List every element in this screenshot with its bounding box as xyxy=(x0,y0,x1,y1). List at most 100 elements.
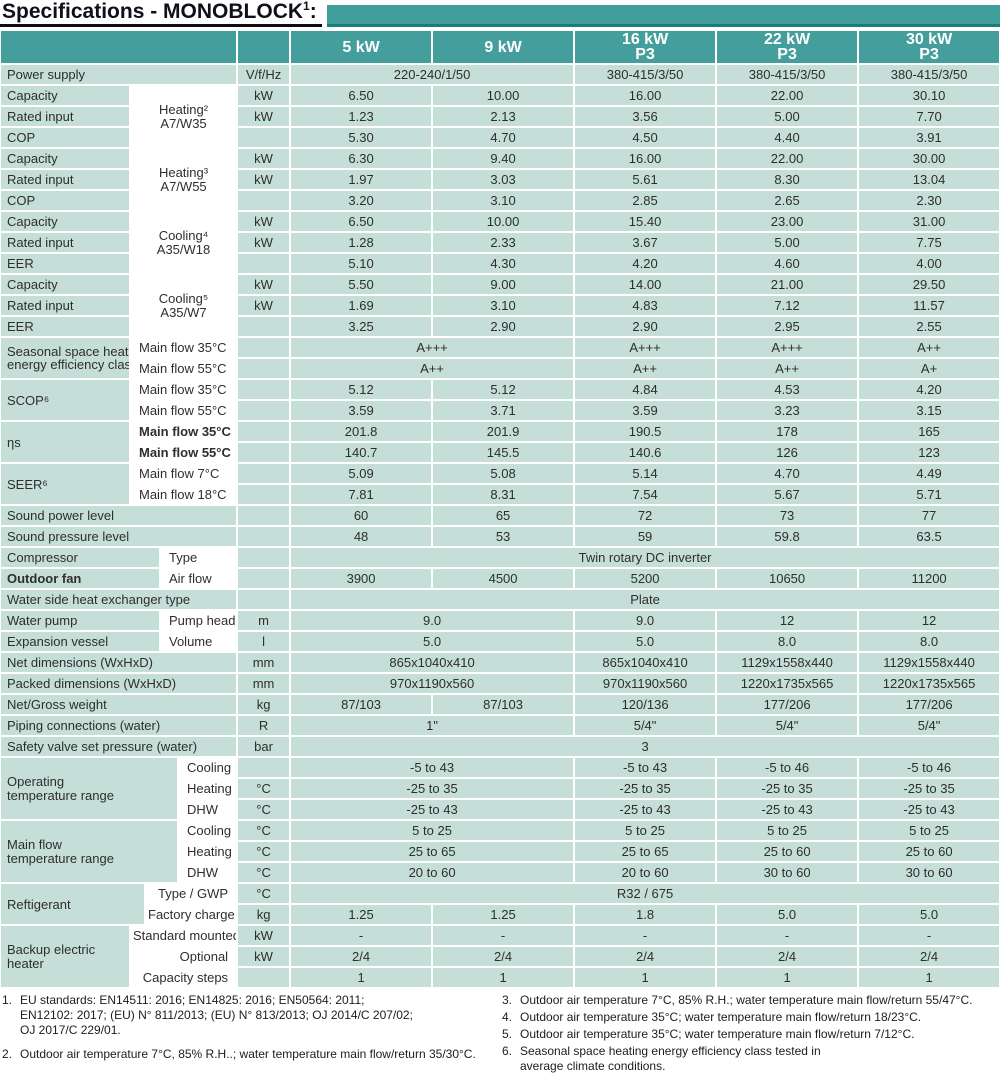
column-header: 5 kW xyxy=(290,30,433,64)
row-label: ηs xyxy=(0,421,130,463)
unit-cell xyxy=(237,442,291,463)
data-cell: 2/4 xyxy=(432,946,575,967)
table-row: Piping connections (water) R 1" 5/4" 5/4" 5/4… xyxy=(0,715,1000,736)
data-cell: 140.6 xyxy=(574,442,717,463)
data-cell: 5 to 25 xyxy=(716,820,859,841)
data-cell: 3.15 xyxy=(858,400,1000,421)
data-cell: 4.60 xyxy=(716,253,859,274)
data-cell: 2/4 xyxy=(574,946,717,967)
data-cell: 7.81 xyxy=(290,484,433,505)
data-cell: 10650 xyxy=(716,568,859,589)
data-cell: 220-240/1/50 xyxy=(290,64,575,85)
data-cell: 1" xyxy=(290,715,575,736)
data-cell: 16.00 xyxy=(574,148,717,169)
data-cell: - xyxy=(574,925,717,946)
data-cell: 5200 xyxy=(574,568,717,589)
data-cell: 177/206 xyxy=(858,694,1000,715)
data-cell: 65 xyxy=(432,505,575,526)
data-cell: 8.0 xyxy=(858,631,1000,652)
footnote-item: 1. EU standards: EN14511: 2016; EN14825: … xyxy=(2,993,498,1038)
data-cell: 1.25 xyxy=(432,904,575,925)
unit-cell: m xyxy=(237,610,291,631)
data-cell: 3.03 xyxy=(432,169,575,190)
data-cell: 9.0 xyxy=(574,610,717,631)
data-cell: 4.70 xyxy=(716,463,859,484)
unit-cell xyxy=(237,316,291,337)
data-cell: 1 xyxy=(716,967,859,988)
data-cell: 5.0 xyxy=(716,904,859,925)
data-cell: 7.12 xyxy=(716,295,859,316)
sub-label: Pump head xyxy=(160,610,238,631)
sub-label: Type xyxy=(160,547,238,568)
table-row: Main flow 55°C 3.59 3.71 3.59 3.23 3.15 xyxy=(0,400,1000,421)
data-cell: A+++ xyxy=(290,337,575,358)
data-cell: 8.30 xyxy=(716,169,859,190)
table-row: EER 5.10 4.30 4.20 4.60 4.00 xyxy=(0,253,1000,274)
sub-label: Main flow 35°C xyxy=(130,337,238,358)
data-cell: 31.00 xyxy=(858,211,1000,232)
data-cell: 5.12 xyxy=(432,379,575,400)
unit-cell xyxy=(237,967,291,988)
unit-cell: bar xyxy=(237,736,291,757)
table-row: Heating °C -25 to 35 -25 to 35 -25 to 35 -25 … xyxy=(0,778,1000,799)
sub-label: Main flow 55°C xyxy=(130,442,238,463)
footnote-item: 6. Seasonal space heating energy efficien… xyxy=(502,1044,1000,1074)
footnote-number: 5. xyxy=(502,1027,513,1041)
unit-cell xyxy=(237,505,291,526)
data-cell: 11200 xyxy=(858,568,1000,589)
data-cell: -5 to 43 xyxy=(290,757,575,778)
data-cell: -25 to 43 xyxy=(858,799,1000,820)
unit-cell xyxy=(237,379,291,400)
data-cell: 8.0 xyxy=(716,631,859,652)
table-row: DHW °C 20 to 60 20 to 60 30 to 60 30 to 60 xyxy=(0,862,1000,883)
data-cell: 1.69 xyxy=(290,295,433,316)
data-cell: 2.90 xyxy=(432,316,575,337)
table-row: ηs Main flow 35°C 201.8 201.9 190.5 178 165 xyxy=(0,421,1000,463)
row-label: COP xyxy=(0,190,130,211)
data-cell: 1.28 xyxy=(290,232,433,253)
row-label: Safety valve set pressure (water) xyxy=(0,736,238,757)
table-row: Heating °C 25 to 65 25 to 65 25 to 60 25 to 6… xyxy=(0,841,1000,862)
data-cell: 48 xyxy=(290,526,433,547)
unit-cell xyxy=(237,568,291,589)
row-label: Compressor xyxy=(0,547,160,568)
data-cell: 2.30 xyxy=(858,190,1000,211)
row-label: EER xyxy=(0,316,130,337)
table-row: Expansion vessel Volume l 5.0 5.0 8.0 8.0 xyxy=(0,631,1000,652)
sub-label: Cooling xyxy=(178,757,238,778)
data-cell: 8.31 xyxy=(432,484,575,505)
row-label: Backup electric heater xyxy=(0,925,130,988)
data-cell: A+++ xyxy=(716,337,859,358)
row-label: Rated input xyxy=(0,106,130,127)
column-header: 30 kW P3 xyxy=(858,30,1000,64)
footnote-number: 2. xyxy=(2,1047,13,1061)
unit-cell: °C xyxy=(237,778,291,799)
data-cell: 60 xyxy=(290,505,433,526)
table-row: Reftigerant Type / GWP °C R32 / 675 xyxy=(0,883,1000,925)
sub-label: Optional xyxy=(130,946,238,967)
data-cell: A++ xyxy=(290,358,575,379)
data-cell: 380-415/3/50 xyxy=(574,64,717,85)
data-cell: 2.65 xyxy=(716,190,859,211)
footnote-number: 3. xyxy=(502,993,513,1007)
unit-cell xyxy=(237,589,291,610)
unit-cell xyxy=(237,400,291,421)
data-cell: 25 to 65 xyxy=(290,841,575,862)
data-cell: 865x1040x410 xyxy=(574,652,717,673)
column-header: 9 kW xyxy=(432,30,575,64)
data-cell: 5.00 xyxy=(716,106,859,127)
data-cell: 5 to 25 xyxy=(290,820,575,841)
table-row: Net dimensions (WxHxD) mm 865x1040x410 865x… xyxy=(0,652,1000,673)
data-cell: 2/4 xyxy=(290,946,433,967)
data-cell: 5/4" xyxy=(716,715,859,736)
unit-cell: mm xyxy=(237,673,291,694)
row-label: EER xyxy=(0,253,130,274)
row-label: Water side heat exchanger type xyxy=(0,589,238,610)
data-cell: -25 to 35 xyxy=(574,778,717,799)
footnotes: 1. EU standards: EN14511: 2016; EN14825: … xyxy=(0,993,1000,1076)
data-cell: 77 xyxy=(858,505,1000,526)
data-cell: 1.25 xyxy=(290,904,433,925)
unit-cell xyxy=(237,337,291,358)
data-cell: 1.8 xyxy=(574,904,717,925)
data-cell: 59.8 xyxy=(716,526,859,547)
